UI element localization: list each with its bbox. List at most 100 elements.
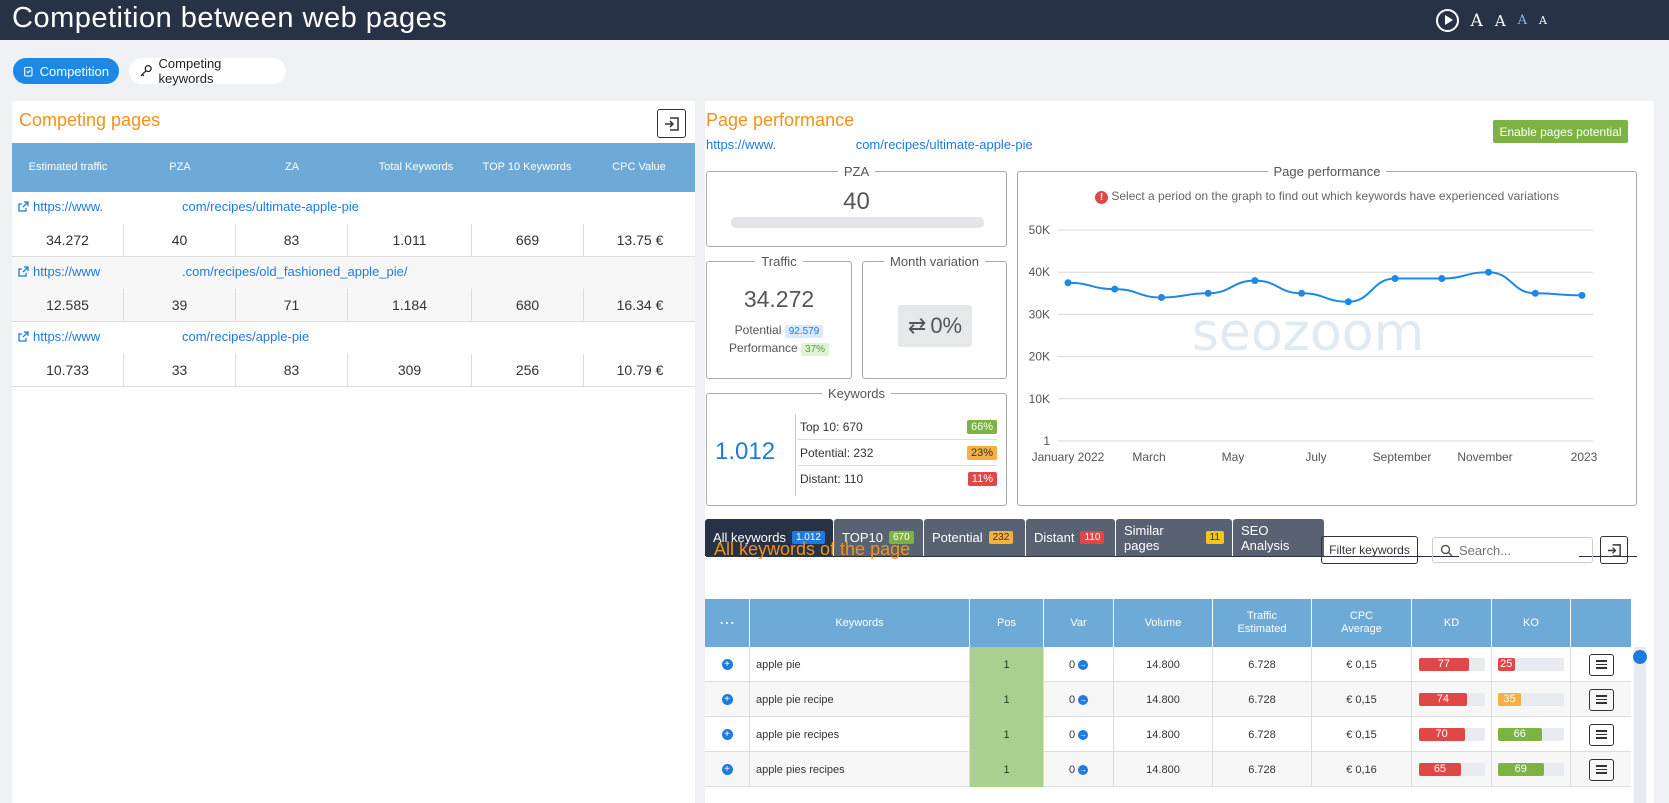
col-volume[interactable]: Volume [1114, 599, 1213, 647]
col-estimated-traffic[interactable]: Estimated traffic [28, 161, 108, 173]
col-ko[interactable]: KO [1492, 599, 1571, 647]
month-variation-value-box: ⇄ 0% [898, 305, 972, 347]
y-tick-label: 40K [1029, 265, 1050, 279]
competing-url[interactable]: https://www. [18, 199, 103, 214]
data-point[interactable] [1157, 294, 1165, 302]
y-tick-label: 1 [1043, 434, 1050, 448]
expand-row[interactable]: + [705, 717, 750, 752]
performance-url[interactable]: https://www. com/recipes/ultimate-apple-… [706, 137, 1033, 152]
col-total-keywords[interactable]: Total Keywords [378, 161, 454, 173]
data-point[interactable] [1391, 275, 1399, 283]
font-size-xl-button[interactable]: A [1470, 10, 1483, 31]
col-kd[interactable]: KD [1412, 599, 1492, 647]
scrollbar-thumb[interactable] [1633, 650, 1647, 664]
col-pza[interactable]: PZA [169, 161, 191, 173]
performance-line: Performance 37% [707, 341, 851, 356]
expand-row[interactable]: + [705, 682, 750, 717]
row-menu-button[interactable] [1588, 688, 1614, 711]
kd-cell: 74 [1412, 682, 1492, 717]
ko-fill [1498, 763, 1544, 776]
competing-url[interactable]: https://www [18, 264, 100, 279]
row-menu-button[interactable] [1588, 653, 1614, 676]
cell-za: 83 [236, 224, 348, 256]
tab-competing-keywords[interactable]: Competing keywords [129, 56, 286, 86]
font-size-s-button[interactable]: A [1539, 14, 1547, 27]
series-line[interactable] [1067, 271, 1583, 303]
col-traffic-estimated[interactable]: Traffic Estimated [1213, 599, 1312, 647]
cell-pza: 33 [124, 354, 236, 386]
ko-cell: 25 [1492, 647, 1571, 682]
url-path[interactable]: .com/recipes/old_fashioned_apple_pie/ [182, 264, 408, 279]
clipboard-icon [24, 66, 33, 77]
tab-seo-analysis[interactable]: SEO Analysis [1233, 519, 1324, 556]
row-menu-button[interactable] [1588, 723, 1614, 746]
filter-keywords-button[interactable]: Filter keywords [1321, 536, 1418, 564]
tab-potential[interactable]: Potential 232 [924, 519, 1025, 556]
volume-cell: 14.800 [1114, 647, 1213, 682]
col-keywords[interactable]: Keywords [750, 599, 970, 647]
divider [795, 414, 995, 496]
search-input[interactable] [1459, 542, 1579, 558]
data-point[interactable] [1531, 289, 1539, 297]
data-point[interactable] [1344, 298, 1352, 306]
export-keywords-button[interactable] [1600, 536, 1628, 564]
cell-pza: 40 [124, 224, 236, 256]
col-top10-keywords[interactable]: TOP 10 Keywords [482, 161, 572, 173]
data-point[interactable] [1064, 279, 1072, 287]
more-columns-icon[interactable]: ⋯ [705, 599, 750, 647]
keyword-cell[interactable]: apple pie [750, 647, 970, 682]
expand-row[interactable]: + [705, 647, 750, 682]
cpc-cell: € 0,15 [1312, 717, 1412, 752]
url-path[interactable]: com/recipes/ultimate-apple-pie [182, 199, 360, 214]
competing-url[interactable]: https://www [18, 329, 100, 344]
export-button[interactable] [657, 109, 686, 138]
table-row: + apple pies recipes 1 0 → 14.800 6.728 € 0,16 6… [705, 752, 1631, 787]
tab-competition[interactable]: Competition [13, 58, 119, 84]
url-path[interactable]: com/recipes/apple-pie [182, 329, 310, 344]
font-size-l-button[interactable]: A [1494, 11, 1506, 30]
play-icon[interactable] [1435, 9, 1459, 32]
data-point[interactable] [1204, 289, 1212, 297]
tab-count-badge: 110 [1080, 531, 1105, 544]
data-point[interactable] [1251, 277, 1259, 285]
row-menu-button[interactable] [1588, 758, 1614, 781]
data-point[interactable] [1111, 285, 1119, 293]
data-point[interactable] [1298, 289, 1306, 297]
tab-top10[interactable]: TOP10 670 [834, 519, 923, 556]
perf-url-path: com/recipes/ultimate-apple-pie [855, 137, 1033, 152]
line-chart[interactable]: 50K 40K 30K 20K 10K 1 seozoom January 2022 March… [1018, 172, 1638, 507]
data-point[interactable] [1578, 291, 1586, 299]
keywords-table-header: ⋯ Keywords Pos Var Volume Traffic Estima… [705, 599, 1631, 647]
col-cpc-value[interactable]: CPC Value [612, 161, 666, 173]
pos-cell: 1 [970, 647, 1044, 682]
tabs-underline [706, 556, 1637, 557]
y-tick-label: 30K [1029, 307, 1050, 321]
keyword-cell[interactable]: apple pies recipes [750, 752, 970, 787]
y-tick-label: 20K [1029, 350, 1050, 364]
keyword-cell[interactable]: apple pie recipes [750, 717, 970, 752]
cell-za: 71 [236, 289, 348, 321]
font-size-m-button[interactable]: A [1517, 13, 1528, 28]
kd-fill [1418, 658, 1470, 671]
data-point[interactable] [1485, 268, 1493, 276]
potential-badge: 92.579 [784, 325, 824, 338]
url-prefix: https://www. [33, 199, 104, 214]
tab-similar-pages[interactable]: Similar pages 11 [1116, 519, 1232, 556]
col-pos[interactable]: Pos [970, 599, 1044, 647]
tab-distant[interactable]: Distant 110 [1026, 519, 1115, 556]
ko-fill [1498, 658, 1515, 671]
var-cell: 0 → [1044, 647, 1114, 682]
ko-cell: 69 [1492, 752, 1571, 787]
search-box [1432, 537, 1593, 563]
expand-row[interactable]: + [705, 752, 750, 787]
competing-row: https://www .com/recipes/old_fashioned_a… [12, 257, 695, 322]
enable-pages-potential-button[interactable]: Enable pages potential [1493, 120, 1628, 143]
col-za[interactable]: ZA [284, 161, 300, 173]
col-var[interactable]: Var [1044, 599, 1114, 647]
keyword-cell[interactable]: apple pie recipe [750, 682, 970, 717]
scrollbar-track[interactable] [1634, 647, 1646, 803]
tab-all-keywords[interactable]: All keywords 1.012 [705, 519, 833, 556]
data-point[interactable] [1438, 275, 1446, 283]
table-row: + apple pie 1 0 → 14.800 6.728 € 0,15 77 25 [705, 647, 1631, 682]
col-cpc-average[interactable]: CPC Average [1312, 599, 1412, 647]
